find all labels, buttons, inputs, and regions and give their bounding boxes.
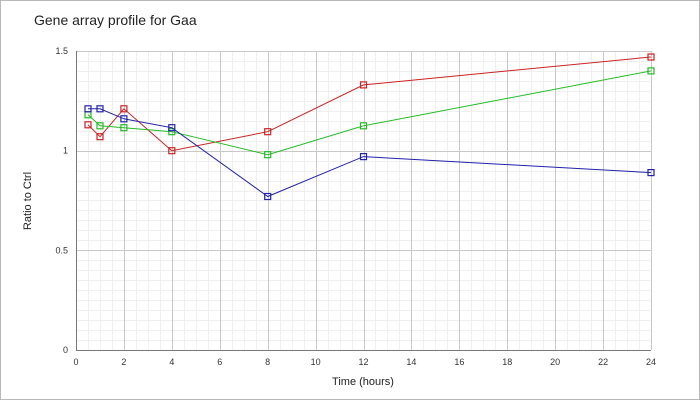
x-tick-label: 4 [169,357,174,367]
data-point-marker [84,121,92,129]
series-line [87,70,652,156]
data-point-marker [168,147,176,155]
y-tick-label: 0 [63,345,68,355]
data-point-marker [359,122,368,130]
data-point-marker [120,105,128,113]
x-tick-label: 24 [646,357,656,367]
series-line [88,108,652,198]
x-tick-label: 8 [265,357,270,367]
data-point-marker [168,124,176,132]
series-2 [84,67,655,159]
minor-grid [76,51,652,351]
x-tick-label: 2 [121,357,126,367]
data-point-marker [96,122,104,130]
chart-title: Gene array profile for Gaa [34,12,197,28]
axes [76,51,651,351]
y-axis-label: Ratio to Ctrl [22,172,34,230]
x-axis-label: Time (hours) [332,376,394,388]
x-tick-label: 16 [454,357,464,367]
data-point-marker [647,67,655,75]
data-point-marker [120,115,128,123]
y-tick-label: 1.5 [55,46,68,56]
data-point-marker [84,105,92,113]
series-3 [84,105,655,201]
data-point-marker [96,133,104,141]
x-tick-label: 14 [406,357,416,367]
data-point-marker [647,53,655,61]
data-point-marker [359,81,368,89]
series-1 [84,53,655,155]
data-point-marker [264,128,272,136]
x-tick-label: 20 [550,357,560,367]
data-point-marker [359,153,368,161]
data-point-marker [120,124,128,132]
series-layer [84,53,655,201]
x-tick-label: 12 [358,357,368,367]
y-tick-label: 1 [63,146,68,156]
x-tick-label: 0 [73,357,78,367]
data-point-marker [96,105,104,113]
y-tick-label: 0.5 [55,245,68,255]
x-tick-label: 6 [217,357,222,367]
x-tick-label: 22 [598,357,608,367]
data-point-marker [647,169,655,177]
x-tick-label: 10 [311,357,321,367]
data-point-marker [168,128,176,136]
x-tick-label: 18 [502,357,512,367]
data-point-marker [264,151,272,159]
series-line [87,56,652,152]
data-point-marker [264,192,272,201]
